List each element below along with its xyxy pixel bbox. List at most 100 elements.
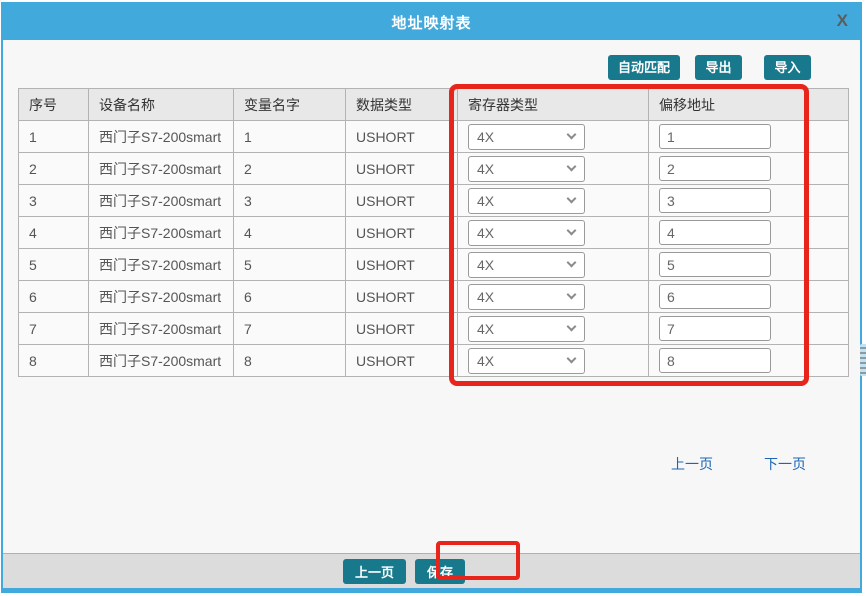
cell-device: 西门子S7-200smart <box>88 120 234 153</box>
table-row: 2 西门子S7-200smart 2 USHORT 4X <box>18 152 849 185</box>
header-index: 序号 <box>18 88 89 121</box>
cell-device: 西门子S7-200smart <box>88 152 234 185</box>
chevron-down-icon <box>566 321 577 332</box>
cell-index: 5 <box>18 248 89 281</box>
cell-device: 西门子S7-200smart <box>88 280 234 313</box>
register-type-select[interactable]: 4X <box>468 283 585 310</box>
cell-datatype: USHORT <box>345 216 458 249</box>
cell-empty <box>805 312 849 345</box>
chevron-down-icon <box>566 225 577 236</box>
cell-index: 1 <box>18 120 89 153</box>
chevron-down-icon <box>566 257 577 268</box>
table-row: 8 西门子S7-200smart 8 USHORT 4X <box>18 344 849 377</box>
register-type-value: 4X <box>477 224 495 241</box>
table-row: 7 西门子S7-200smart 7 USHORT 4X <box>18 312 849 345</box>
export-button[interactable]: 导出 <box>695 55 742 80</box>
register-type-value: 4X <box>477 288 495 305</box>
cell-index: 3 <box>18 184 89 217</box>
register-type-select[interactable]: 4X <box>468 315 585 342</box>
header-offset: 偏移地址 <box>648 88 806 121</box>
register-type-value: 4X <box>477 160 495 177</box>
cell-index: 2 <box>18 152 89 185</box>
offset-address-input[interactable] <box>659 316 771 341</box>
offset-address-input[interactable] <box>659 252 771 277</box>
header-register: 寄存器类型 <box>457 88 649 121</box>
table-row: 1 西门子S7-200smart 1 USHORT 4X <box>18 120 849 153</box>
cell-variable: 6 <box>233 280 346 313</box>
close-icon[interactable]: X <box>836 11 848 30</box>
cell-variable: 5 <box>233 248 346 281</box>
dialog-footer: 上一页 保存 <box>3 553 860 588</box>
cell-empty <box>805 248 849 281</box>
table-row: 5 西门子S7-200smart 5 USHORT 4X <box>18 248 849 281</box>
cell-datatype: USHORT <box>345 184 458 217</box>
auto-match-button[interactable]: 自动匹配 <box>608 55 680 80</box>
header-datatype: 数据类型 <box>345 88 458 121</box>
offset-address-input[interactable] <box>659 348 771 373</box>
offset-address-input[interactable] <box>659 124 771 149</box>
cell-variable: 1 <box>233 120 346 153</box>
register-type-value: 4X <box>477 192 495 209</box>
register-type-select[interactable]: 4X <box>468 251 585 278</box>
chevron-down-icon <box>566 193 577 204</box>
cell-variable: 2 <box>233 152 346 185</box>
cell-index: 4 <box>18 216 89 249</box>
cell-variable: 3 <box>233 184 346 217</box>
prev-page-link[interactable]: 上一页 <box>671 456 713 472</box>
cell-variable: 7 <box>233 312 346 345</box>
header-empty <box>805 88 849 121</box>
register-type-select[interactable]: 4X <box>468 219 585 246</box>
chevron-down-icon <box>566 161 577 172</box>
cell-index: 8 <box>18 344 89 377</box>
footer-prev-page-button[interactable]: 上一页 <box>342 558 406 584</box>
cell-datatype: USHORT <box>345 344 458 377</box>
cell-device: 西门子S7-200smart <box>88 184 234 217</box>
cell-datatype: USHORT <box>345 280 458 313</box>
register-type-value: 4X <box>477 352 495 369</box>
chevron-down-icon <box>566 353 577 364</box>
next-page-link[interactable]: 下一页 <box>764 456 806 472</box>
cell-variable: 4 <box>233 216 346 249</box>
table-row: 3 西门子S7-200smart 3 USHORT 4X <box>18 184 849 217</box>
table-row: 6 西门子S7-200smart 6 USHORT 4X <box>18 280 849 313</box>
cell-empty <box>805 280 849 313</box>
cell-variable: 8 <box>233 344 346 377</box>
register-type-select[interactable]: 4X <box>468 123 585 150</box>
cell-device: 西门子S7-200smart <box>88 248 234 281</box>
header-variable: 变量名字 <box>233 88 346 121</box>
import-button[interactable]: 导入 <box>764 55 811 80</box>
offset-address-input[interactable] <box>659 156 771 181</box>
register-type-select[interactable]: 4X <box>468 347 585 374</box>
cell-empty <box>805 152 849 185</box>
chevron-down-icon <box>566 129 577 140</box>
header-device: 设备名称 <box>88 88 234 121</box>
cell-datatype: USHORT <box>345 248 458 281</box>
address-mapping-table: 序号 设备名称 变量名字 数据类型 寄存器类型 偏移地址 1 西门子S7-200… <box>18 88 849 377</box>
offset-address-input[interactable] <box>659 188 771 213</box>
offset-address-input[interactable] <box>659 220 771 245</box>
offset-address-input[interactable] <box>659 284 771 309</box>
dialog-title: 地址映射表 <box>391 14 472 32</box>
cell-index: 7 <box>18 312 89 345</box>
cell-datatype: USHORT <box>345 312 458 345</box>
cell-device: 西门子S7-200smart <box>88 344 234 377</box>
cell-empty <box>805 184 849 217</box>
cell-empty <box>805 216 849 249</box>
cell-device: 西门子S7-200smart <box>88 312 234 345</box>
register-type-select[interactable]: 4X <box>468 155 585 182</box>
dialog-titlebar: 地址映射表 X <box>3 4 860 40</box>
cell-index: 6 <box>18 280 89 313</box>
register-type-value: 4X <box>477 256 495 273</box>
cell-device: 西门子S7-200smart <box>88 216 234 249</box>
table-header-row: 序号 设备名称 变量名字 数据类型 寄存器类型 偏移地址 <box>18 88 849 121</box>
save-button[interactable]: 保存 <box>415 558 466 584</box>
floating-widget-tab[interactable] <box>860 344 866 376</box>
register-type-value: 4X <box>477 128 495 145</box>
cell-empty <box>805 120 849 153</box>
register-type-select[interactable]: 4X <box>468 187 585 214</box>
cell-empty <box>805 344 849 377</box>
cell-datatype: USHORT <box>345 120 458 153</box>
cell-datatype: USHORT <box>345 152 458 185</box>
table-row: 4 西门子S7-200smart 4 USHORT 4X <box>18 216 849 249</box>
